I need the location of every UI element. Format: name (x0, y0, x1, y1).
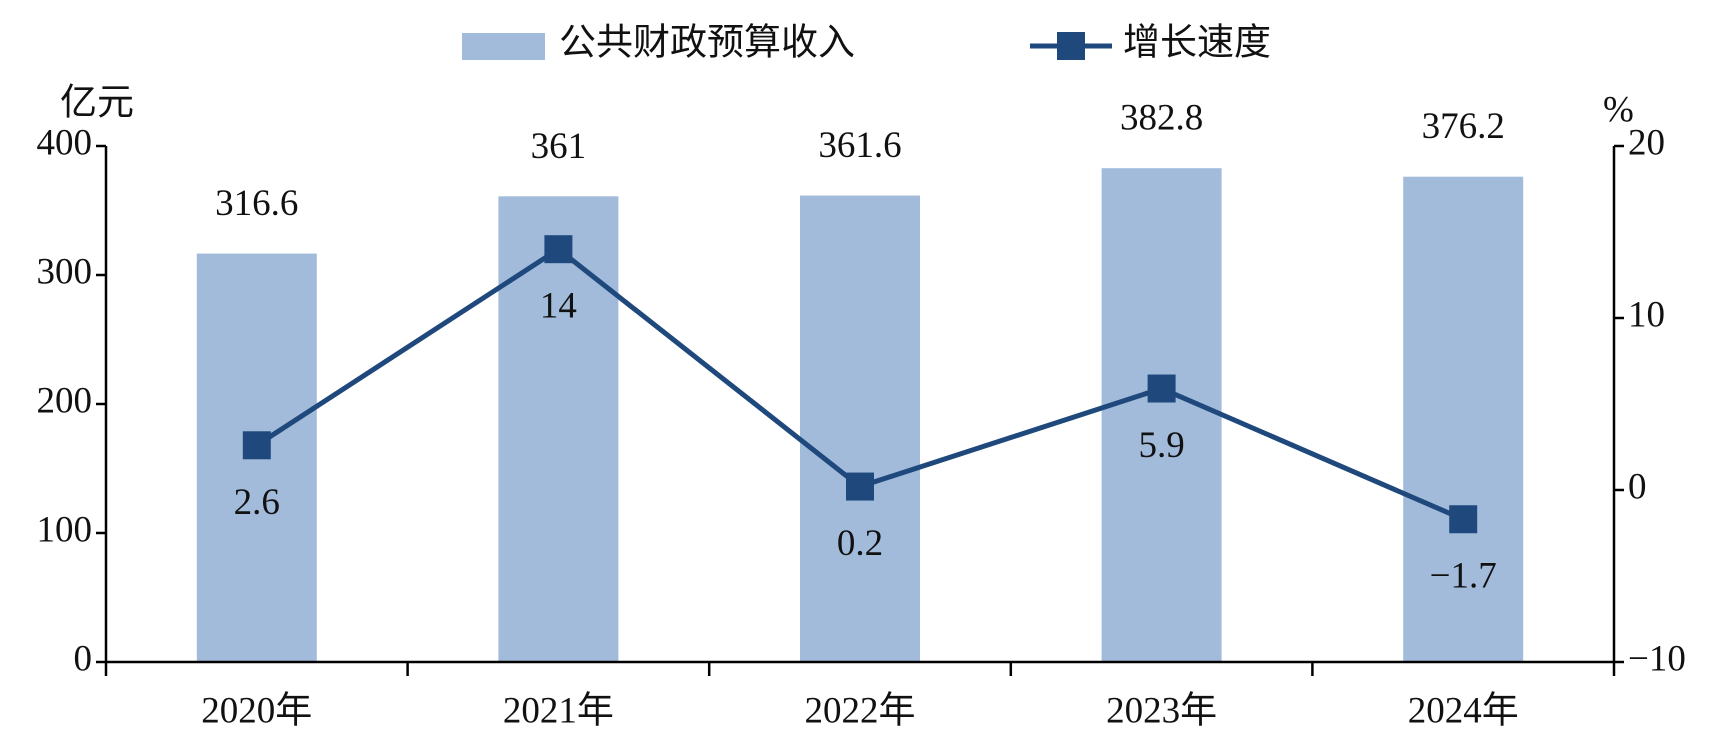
bar-value-label: 361.6 (818, 125, 901, 166)
line-value-label: −1.7 (1430, 556, 1497, 597)
y-tick-label: 200 (37, 380, 93, 421)
y2-axis-label: % (1603, 89, 1634, 130)
line-marker (242, 431, 271, 460)
bar-value-label: 316.6 (215, 183, 298, 224)
line-value-label: 0.2 (837, 523, 883, 564)
line-value-label: 5.9 (1138, 425, 1184, 466)
bar (800, 195, 920, 662)
x-tick-label: 2021年 (503, 689, 614, 731)
bar (498, 196, 619, 662)
bar-value-label: 361 (531, 126, 587, 167)
y-tick-label: 100 (37, 509, 93, 550)
x-tick-label: 2022年 (805, 689, 916, 731)
legend-label: 公共财政预算收入 (559, 21, 855, 63)
line-marker (544, 235, 573, 264)
y-tick-label: 300 (37, 251, 93, 292)
y2-tick-label: −10 (1628, 638, 1686, 679)
y-tick-label: 400 (37, 122, 93, 163)
line-marker (1147, 374, 1176, 403)
x-tick-label: 2024年 (1408, 689, 1519, 731)
line-marker (846, 472, 874, 501)
line-value-label: 2.6 (234, 482, 280, 523)
y2-tick-label: 0 (1628, 466, 1647, 507)
bar (1403, 176, 1524, 662)
y-axis-label: 亿元 (60, 82, 134, 123)
bar-value-label: 376.2 (1422, 106, 1505, 147)
line-value-label: 14 (540, 286, 577, 327)
legend-marker (1057, 32, 1085, 60)
legend-label: 增长速度 (1123, 21, 1271, 63)
x-tick-label: 2023年 (1106, 689, 1217, 731)
legend-swatch (462, 33, 545, 60)
bar-value-label: 382.8 (1120, 98, 1203, 139)
line-marker (1449, 505, 1478, 534)
bar (1101, 168, 1222, 663)
y2-tick-label: 10 (1628, 294, 1665, 335)
y-tick-label: 0 (74, 638, 93, 679)
y2-tick-label: 20 (1628, 122, 1665, 163)
x-tick-label: 2020年 (201, 689, 312, 731)
